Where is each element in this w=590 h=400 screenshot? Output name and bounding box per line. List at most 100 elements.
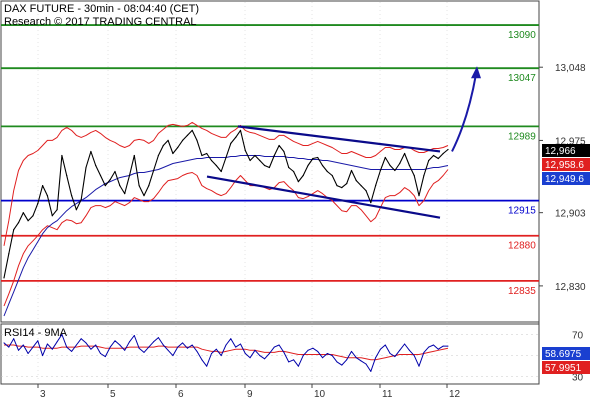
price-point: [321, 164, 324, 167]
price-point: [201, 154, 203, 157]
rsi-point: [355, 357, 357, 359]
rsi-point: [133, 335, 135, 336]
rsi-point: [384, 344, 386, 346]
price-point: [278, 144, 280, 147]
rsi-point: [370, 370, 372, 372]
price-point: [99, 174, 102, 177]
price-point: [32, 215, 34, 217]
rsi-point: [399, 349, 401, 351]
price-point: [71, 195, 73, 197]
price-point: [167, 139, 169, 141]
rsi-point: [428, 346, 430, 348]
rsi-point: [186, 347, 188, 349]
value-tags: 12,966 12,958.6 12,949.6 58.6975 57.9951: [542, 144, 590, 374]
price-point: [273, 154, 275, 157]
last-price-tag-label: 12,966: [545, 146, 576, 157]
rsi-point: [8, 346, 10, 348]
price-point: [418, 195, 420, 197]
price-tick-label: 13,048: [555, 63, 586, 74]
price-point: [80, 199, 82, 201]
rsi-point: [408, 349, 410, 351]
x-tick-label: 10: [314, 389, 326, 400]
rsi-point: [27, 353, 29, 354]
price-point: [350, 169, 353, 172]
price-series-layer: [3, 121, 449, 317]
rsi-point: [109, 346, 111, 348]
rsi-point: [85, 342, 87, 344]
price-point: [17, 222, 20, 224]
price-point: [61, 154, 63, 157]
rsi-point: [32, 346, 34, 348]
price-point: [239, 129, 242, 131]
rsi-point: [51, 348, 53, 350]
last-rsi-ma-tag-label: 57.9951: [545, 363, 582, 374]
rsi-point: [138, 347, 140, 349]
rsi-point: [244, 353, 246, 354]
channel-lower-line: [206, 175, 441, 219]
price-point: [307, 164, 309, 167]
price-point: [413, 174, 415, 177]
x-tick-label: 3: [40, 389, 46, 400]
rsi-point: [394, 356, 396, 358]
rsi-point: [153, 341, 155, 343]
price-point: [182, 139, 184, 141]
rsi-point: [288, 361, 290, 363]
chart-title: DAX FUTURE - 30min - 08:04:40 (CET): [4, 3, 199, 15]
rsi-point: [46, 343, 48, 345]
rsi-point: [312, 347, 314, 349]
price-point: [104, 185, 106, 187]
rsi-point: [167, 349, 169, 351]
rsi-point: [268, 353, 270, 354]
price-point: [375, 185, 377, 187]
rsi-point: [437, 348, 439, 350]
rsi-layer: [3, 334, 449, 372]
rsi-point: [114, 340, 116, 342]
price-point: [336, 185, 338, 187]
price-point: [312, 157, 314, 160]
price-point: [365, 190, 367, 192]
price-point: [259, 159, 261, 162]
rsi-point: [157, 337, 159, 339]
price-point: [90, 150, 92, 153]
price-point: [428, 159, 430, 162]
rsi-point: [418, 365, 420, 367]
price-point: [206, 152, 208, 155]
price-point: [66, 174, 68, 177]
price-point: [114, 170, 116, 173]
price-point: [37, 203, 39, 205]
grid: [1, 2, 539, 382]
rsi-point: [259, 355, 261, 357]
rsi-panel: [0, 323, 540, 385]
price-point: [408, 164, 410, 167]
rsi-point: [307, 349, 309, 351]
rsi-point: [71, 350, 73, 352]
price-point: [157, 154, 159, 157]
rsi-point: [220, 355, 222, 357]
price-point: [8, 253, 10, 255]
last-rsi-tag-label: 58.6975: [545, 349, 582, 360]
price-point: [317, 156, 319, 159]
rsi-ma-line: [4, 344, 449, 361]
x-tick-label: 5: [110, 389, 116, 400]
rsi-point: [433, 344, 434, 346]
rsi-point: [95, 344, 97, 346]
last-price-tag: [542, 144, 590, 157]
price-point: [191, 129, 193, 131]
rsi-point: [346, 359, 348, 361]
rsi-point: [191, 344, 193, 346]
price-point: [56, 209, 58, 211]
bollinger-lower-line: [3, 169, 449, 307]
rsi-point: [235, 346, 237, 348]
price-point: [42, 185, 44, 187]
price-point: [384, 156, 386, 159]
price-point: [447, 148, 449, 151]
last-bollinger-tag: [542, 158, 590, 171]
rsi-point: [182, 342, 184, 344]
price-point: [432, 154, 435, 157]
price-point: [249, 159, 251, 162]
price-point: [172, 152, 174, 155]
rsi-point: [42, 355, 44, 357]
channel-upper-line: [237, 125, 441, 153]
price-point: [128, 174, 131, 177]
chart-subtitle: Research © 2017 TRADING CENTRAL: [4, 16, 197, 28]
